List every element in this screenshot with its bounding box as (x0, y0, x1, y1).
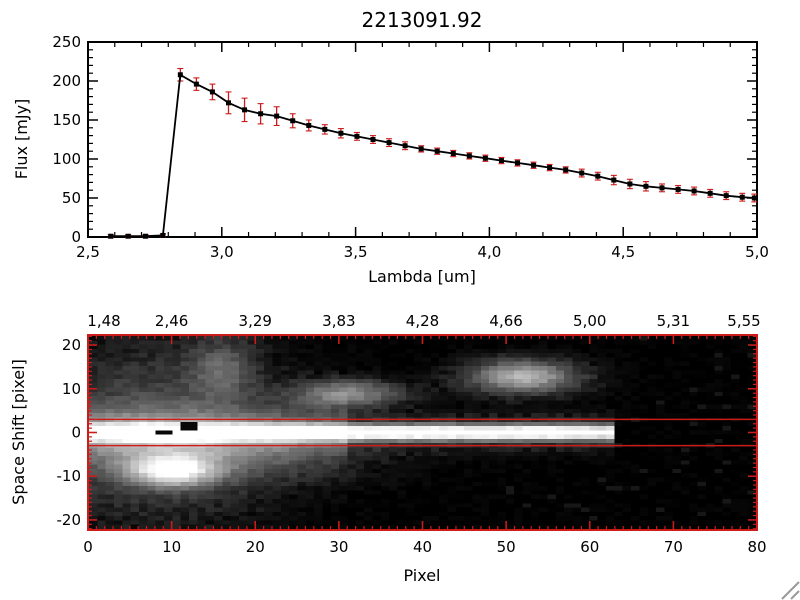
data-point-marker (466, 153, 472, 159)
x-tick-label: 3,0 (210, 243, 234, 261)
data-point-marker (482, 155, 488, 161)
spectrum-frame (87, 41, 758, 238)
data-point-marker (595, 173, 601, 179)
data-point-marker (370, 137, 376, 142)
data-point-marker (579, 170, 585, 176)
data-point-marker (402, 143, 408, 149)
y-tick-label: 20 (62, 336, 81, 354)
x-tick-label: 50 (497, 538, 516, 556)
x-tick-label: 10 (162, 538, 181, 556)
wavelength-top-label: 5,00 (573, 312, 606, 330)
x-tick-label: 40 (413, 538, 432, 556)
data-point-marker (707, 190, 713, 196)
y-tick-label: 0 (71, 424, 81, 442)
x-tick-label: 0 (83, 538, 93, 556)
y-tick-label: 200 (52, 72, 81, 90)
y-tick-label: 0 (71, 228, 81, 246)
data-point-marker (659, 185, 665, 191)
y-tick-label: 10 (62, 380, 81, 398)
resize-grip-icon[interactable] (781, 581, 800, 600)
x-tick-label: 20 (246, 538, 265, 556)
data-point-marker (498, 158, 504, 164)
data-point-marker (225, 100, 231, 106)
x-tick-label: 60 (580, 538, 599, 556)
y-tick-label: 100 (52, 150, 81, 168)
data-point-marker (338, 130, 344, 136)
space-shift-axis-label: Space Shift [pixel] (9, 359, 28, 505)
x-tick-label: 80 (747, 538, 766, 556)
spectrum-plot: 2,5 3,0 3,5 4,0 4,5 5,0 0 50 100 150 200 250 (52, 33, 769, 261)
data-point-marker (723, 193, 729, 199)
data-point-marker (611, 177, 617, 183)
pixel-axis-label: Pixel (403, 566, 440, 585)
x-tick-label: 70 (664, 538, 683, 556)
data-point-marker (547, 165, 553, 171)
data-point-marker (209, 89, 215, 95)
data-point-marker (450, 151, 456, 157)
spectral-image-canvas (89, 336, 756, 529)
data-point-marker (386, 140, 392, 146)
data-point-marker (322, 126, 328, 132)
lambda-axis-label: Lambda [um] (368, 267, 476, 286)
flux-axis-label: Flux [mJy] (12, 99, 31, 180)
y-tick-label: 50 (62, 189, 81, 207)
wavelength-top-label: 4,28 (406, 312, 439, 330)
data-point-marker (514, 160, 520, 166)
wavelength-top-label: 4,66 (489, 312, 522, 330)
wavelength-top-label: 1,48 (87, 312, 120, 330)
plot-title: 2213091.92 (362, 8, 483, 32)
wavelength-top-label: 3,29 (239, 312, 272, 330)
wavelength-top-label: 5,55 (727, 312, 760, 330)
data-point-marker (290, 118, 296, 124)
data-point-marker (193, 81, 199, 87)
data-point-marker (143, 233, 149, 239)
y-tick-label: 250 (52, 33, 81, 51)
x-tick-label: 5,0 (745, 243, 769, 261)
data-point-marker (563, 167, 569, 173)
data-point-marker (177, 72, 183, 78)
x-tick-label: 3,5 (344, 243, 368, 261)
y-tick-label: 150 (52, 111, 81, 129)
data-point-marker (691, 188, 697, 194)
data-point-marker (125, 233, 131, 239)
image-frame (87, 334, 758, 531)
data-point-marker (739, 194, 745, 200)
data-point-marker (160, 232, 166, 238)
data-point-marker (242, 107, 248, 113)
data-point-marker (108, 233, 114, 239)
x-tick-label: 30 (329, 538, 348, 556)
wavelength-top-label: 2,46 (155, 312, 188, 330)
data-point-marker (306, 122, 312, 128)
x-tick-label: 4,0 (477, 243, 501, 261)
data-point-marker (274, 113, 280, 119)
x-tick-label: 4,5 (611, 243, 635, 261)
data-point-marker (434, 148, 440, 154)
data-point-marker (643, 183, 649, 189)
wavelength-top-label: 3,83 (322, 312, 355, 330)
y-tick-label: -10 (57, 467, 82, 485)
x-tick-label: 2,5 (76, 243, 100, 261)
spectral-image-axes: 0 10 20 30 40 50 60 70 80 1,48 2,46 3,29 3,83 4,28 4,6… (57, 312, 767, 556)
data-point-marker (751, 195, 757, 201)
data-point-marker (258, 111, 264, 117)
data-point-marker (531, 162, 537, 168)
spectrum-line (110, 73, 755, 238)
data-point-marker (675, 186, 681, 192)
data-point-marker (418, 146, 424, 152)
y-tick-label: -20 (57, 511, 82, 529)
data-point-marker (354, 133, 360, 139)
wavelength-top-label: 5,31 (657, 312, 690, 330)
data-point-marker (627, 181, 633, 187)
